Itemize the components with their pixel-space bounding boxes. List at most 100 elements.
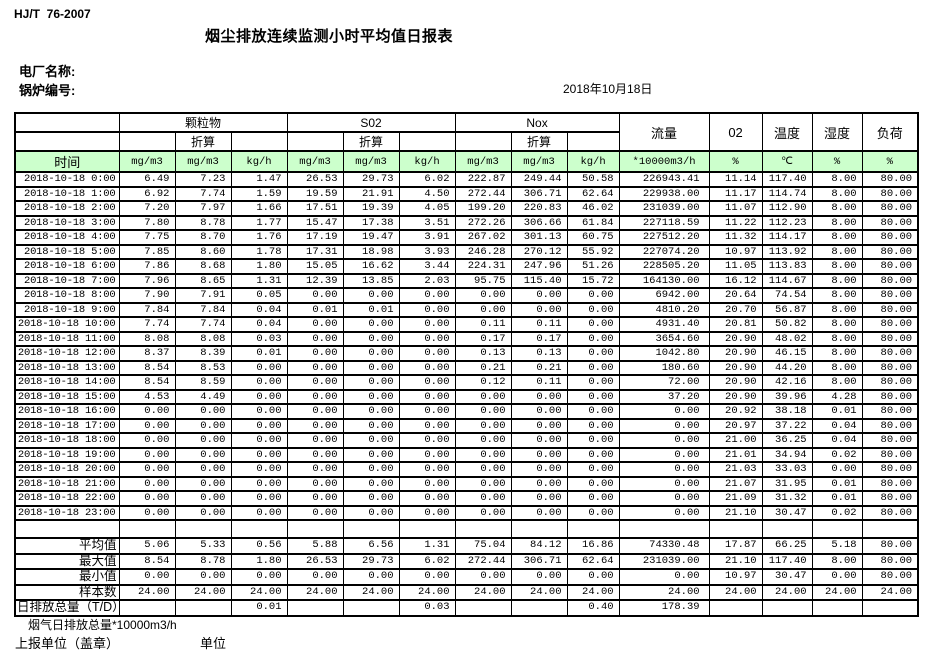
unit-cell: mg/m3 <box>286 150 344 173</box>
value-cell: 222.87 <box>454 171 512 188</box>
value-cell: 113.83 <box>761 258 813 275</box>
value-cell: 4931.40 <box>618 316 710 333</box>
value-cell: 24.00 <box>566 583 620 601</box>
value-cell: 21.01 <box>708 446 763 463</box>
value-cell: 24.00 <box>761 583 813 601</box>
time-cell: 2018-10-18 16:00 <box>14 403 120 420</box>
value-cell: 0.00 <box>342 475 400 492</box>
value-cell: 0.00 <box>286 475 344 492</box>
value-cell: 0.01 <box>811 490 863 507</box>
value-cell: 0.00 <box>398 301 456 318</box>
value-cell: 17.19 <box>286 229 344 246</box>
value-cell: 0.00 <box>510 388 568 405</box>
value-cell: 0.00 <box>454 403 512 420</box>
value-cell: 30.47 <box>761 504 813 521</box>
value-cell: 227512.20 <box>618 229 710 246</box>
time-column-header: 时间 <box>14 150 120 173</box>
blank-subheader <box>454 131 512 152</box>
value-cell: 272.44 <box>454 185 512 202</box>
value-cell: 15.05 <box>286 258 344 275</box>
value-cell: 80.00 <box>861 417 919 434</box>
value-cell: 7.96 <box>118 272 176 289</box>
value-cell: 80.00 <box>861 185 919 202</box>
hourly-row: 2018-10-18 14:00 8.54 8.59 0.00 0.00 0.00 0.00… <box>14 374 919 391</box>
blank-subheader <box>398 131 456 152</box>
value-cell: 17.51 <box>286 200 344 217</box>
group-header-row: 颗粒物 S02 Nox 流量 02 温度 湿度 负荷 <box>14 112 919 152</box>
value-cell: 20.90 <box>708 345 763 362</box>
value-cell: 15.47 <box>286 214 344 231</box>
value-cell: 5.33 <box>174 537 232 555</box>
value-cell: 0.00 <box>342 461 400 478</box>
value-cell: 0.00 <box>566 374 620 391</box>
column-header-load: 负荷 <box>861 112 919 152</box>
value-cell: 34.94 <box>761 446 813 463</box>
value-cell: 4.49 <box>174 388 232 405</box>
value-cell: 0.00 <box>566 359 620 376</box>
value-cell: 8.08 <box>174 330 232 347</box>
value-cell: 4.53 <box>118 388 176 405</box>
hourly-row: 2018-10-18 9:00 7.84 7.84 0.04 0.01 0.01 0.00 0… <box>14 301 919 318</box>
value-cell: 37.20 <box>618 388 710 405</box>
value-cell: 95.75 <box>454 272 512 289</box>
value-cell: 0.00 <box>230 374 288 391</box>
value-cell: 247.96 <box>510 258 568 275</box>
value-cell: 0.00 <box>342 330 400 347</box>
value-cell: 0.00 <box>286 388 344 405</box>
value-cell: 0.00 <box>510 432 568 449</box>
value-cell: 0.01 <box>230 599 288 617</box>
time-header-spacer <box>14 131 120 152</box>
value-cell: 306.71 <box>510 552 568 570</box>
value-cell: 80.00 <box>861 475 919 492</box>
summary-label-cell: 最大值 <box>14 552 120 570</box>
value-cell: 0.00 <box>286 330 344 347</box>
value-cell: 0.00 <box>174 504 232 521</box>
value-cell: 0.00 <box>454 475 512 492</box>
value-cell: 227118.59 <box>618 214 710 231</box>
value-cell: 20.90 <box>708 330 763 347</box>
value-cell: 80.00 <box>861 258 919 275</box>
hourly-row: 2018-10-18 11:00 8.08 8.08 0.03 0.00 0.00 0.00… <box>14 330 919 347</box>
value-cell: 117.40 <box>761 171 813 188</box>
value-cell: 4810.20 <box>618 301 710 318</box>
value-cell: 0.00 <box>286 461 344 478</box>
value-cell: 0.00 <box>398 345 456 362</box>
value-cell: 0.02 <box>811 504 863 521</box>
group-header-particulate: 颗粒物 <box>118 112 288 133</box>
value-cell: 11.05 <box>708 258 763 275</box>
value-cell: 8.00 <box>811 214 863 231</box>
value-cell: 0.40 <box>566 599 620 617</box>
hourly-row: 2018-10-18 4:00 7.75 8.70 1.76 17.19 19.47 3.9… <box>14 229 919 246</box>
value-cell: 0.00 <box>342 417 400 434</box>
value-cell: 0.00 <box>118 432 176 449</box>
value-cell: 4.05 <box>398 200 456 217</box>
value-cell: 0.00 <box>618 568 710 586</box>
value-cell: 31.32 <box>761 490 813 507</box>
value-cell: 306.71 <box>510 185 568 202</box>
time-header-spacer <box>14 112 120 133</box>
value-cell: 24.00 <box>286 583 344 601</box>
value-cell: 12.39 <box>286 272 344 289</box>
value-cell: 7.85 <box>118 243 176 260</box>
value-cell: 0.01 <box>230 345 288 362</box>
value-cell: 80.00 <box>861 330 919 347</box>
value-cell: 229938.00 <box>618 185 710 202</box>
value-cell: 267.02 <box>454 229 512 246</box>
value-cell: 0.12 <box>454 374 512 391</box>
value-cell: 1.76 <box>230 229 288 246</box>
value-cell: 18.98 <box>342 243 400 260</box>
value-cell: 7.74 <box>118 316 176 333</box>
value-cell: 46.15 <box>761 345 813 362</box>
value-cell: 1.66 <box>230 200 288 217</box>
hourly-row: 2018-10-18 21:00 0.00 0.00 0.00 0.00 0.00 0.00… <box>14 475 919 492</box>
converted-subheader-so2: 折算 <box>342 131 400 152</box>
value-cell: 7.84 <box>174 301 232 318</box>
value-cell: 80.00 <box>861 229 919 246</box>
time-cell: 2018-10-18 3:00 <box>14 214 120 231</box>
value-cell: 0.00 <box>811 461 863 478</box>
value-cell: 61.84 <box>566 214 620 231</box>
unit-label: 单位 <box>200 636 227 651</box>
spacer-row <box>14 519 919 539</box>
value-cell: 0.00 <box>286 568 344 586</box>
hourly-row: 2018-10-18 19:00 0.00 0.00 0.00 0.00 0.00 0.00… <box>14 446 919 463</box>
